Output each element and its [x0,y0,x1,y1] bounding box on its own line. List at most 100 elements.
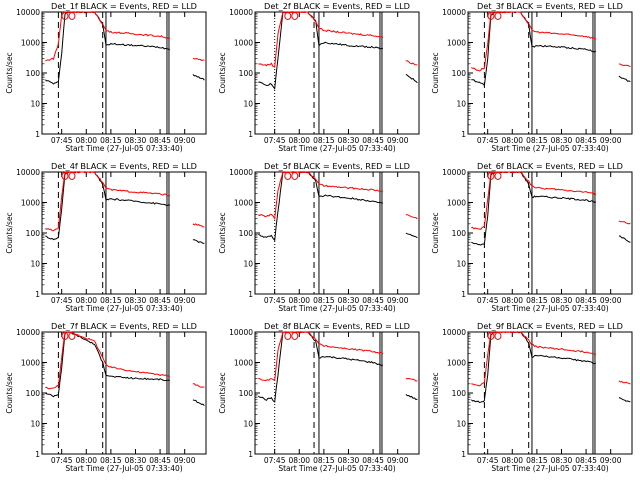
y-tick-label: 100 [26,69,41,78]
panel-title: Det_7f BLACK = Events, RED = LLD [51,321,197,331]
series-line-events [45,331,205,407]
x-axis-label: Start Time (27-Jul-05 07:33:40) [491,144,608,153]
x-tick-label: 08:30 [125,296,147,305]
series-line-events [257,331,418,403]
x-tick-label: 09:00 [600,456,622,465]
plot-frame [467,331,633,455]
chart-panel-1: Det_1f BLACK = Events, RED = LLD10000100… [5,1,207,153]
series-line-lld [258,331,418,382]
saturation-loop [291,172,299,180]
y-tick-label: 1000 [234,39,253,48]
saturation-loop [487,172,495,180]
x-tick-label: 08:15 [526,296,548,305]
x-tick-label: 09:00 [174,296,196,305]
y-tick-label: 1 [248,130,253,139]
x-tick-label: 08:30 [338,456,360,465]
x-tick-label: 08:30 [551,456,573,465]
y-tick-label: 10 [30,260,40,269]
x-tick-label: 08:15 [313,136,335,145]
saturation-loop [68,172,76,180]
series-line-events [258,171,418,242]
saturation-loop [487,332,495,340]
series-line-events [470,331,631,404]
y-axis-label: Counts/sec [5,52,14,93]
y-tick-label: 100 [26,389,41,398]
y-tick-label: 100 [26,229,41,238]
series-line-lld [45,171,205,232]
y-tick-label: 10000 [16,328,40,337]
y-tick-label: 1000 [234,199,253,208]
x-tick-label: 08:30 [551,136,573,145]
saturation-loop [61,332,69,340]
x-tick-label: 08:45 [149,136,171,145]
series-line-events [471,171,631,246]
x-tick-label: 08:00 [288,456,310,465]
x-tick-label: 07:45 [51,136,73,145]
x-tick-label: 08:45 [362,456,384,465]
chart-panel-4: Det_4f BLACK = Events, RED = LLD10000100… [5,161,207,313]
saturation-loop [494,172,502,180]
x-axis-label: Start Time (27-Jul-05 07:33:40) [278,304,395,313]
y-tick-label: 1 [248,290,253,299]
x-tick-label: 08:15 [313,296,335,305]
y-tick-label: 1000 [447,359,466,368]
saturation-loop [61,12,69,20]
x-tick-label: 09:00 [600,296,622,305]
series-line-events [258,11,418,91]
y-tick-label: 100 [452,229,467,238]
panel-title: Det_2f BLACK = Events, RED = LLD [264,1,410,11]
chart-panel-3: Det_3f BLACK = Events, RED = LLD10000100… [431,1,633,153]
y-axis-label: Counts/sec [431,212,440,253]
chart-panel-7: Det_7f BLACK = Events, RED = LLD10000100… [5,321,207,473]
x-axis-label: Start Time (27-Jul-05 07:33:40) [278,464,395,473]
x-tick-label: 07:45 [51,296,73,305]
x-tick-label: 08:45 [149,456,171,465]
y-tick-label: 10000 [16,168,40,177]
plot-frame [254,331,420,455]
x-tick-label: 08:15 [100,296,122,305]
series-line-lld [471,11,631,72]
panel-title: Det_8f BLACK = Events, RED = LLD [264,321,410,331]
series-line-events [471,11,631,87]
series-line-lld [257,171,418,221]
x-tick-label: 08:00 [75,456,97,465]
y-tick-label: 10000 [229,328,253,337]
saturation-loop [61,172,69,180]
x-tick-label: 08:00 [501,456,523,465]
x-tick-label: 08:45 [575,136,597,145]
y-tick-label: 100 [239,69,254,78]
y-tick-label: 1 [35,450,40,459]
x-axis-label: Start Time (27-Jul-05 07:33:40) [65,304,182,313]
plot-frame [254,171,420,295]
y-axis-label: Counts/sec [431,372,440,413]
y-tick-label: 10 [456,420,466,429]
saturation-loop [68,12,76,20]
chart-panel-2: Det_2f BLACK = Events, RED = LLD10000100… [218,1,420,153]
x-tick-label: 08:45 [362,296,384,305]
y-tick-label: 100 [239,229,254,238]
x-axis-label: Start Time (27-Jul-05 07:33:40) [491,464,608,473]
x-tick-label: 07:45 [264,296,286,305]
x-tick-label: 08:00 [288,136,310,145]
y-tick-label: 10000 [16,8,40,17]
panel-title: Det_4f BLACK = Events, RED = LLD [51,161,197,171]
y-tick-label: 10 [243,260,253,269]
x-tick-label: 08:00 [501,136,523,145]
x-tick-label: 07:45 [264,456,286,465]
x-tick-label: 08:00 [75,136,97,145]
x-tick-label: 08:45 [575,296,597,305]
y-tick-label: 10 [243,420,253,429]
x-tick-label: 08:00 [75,296,97,305]
x-tick-label: 08:30 [551,296,573,305]
series-line-events [44,11,205,85]
x-tick-label: 08:15 [526,456,548,465]
y-axis-label: Counts/sec [431,52,440,93]
panel-title: Det_6f BLACK = Events, RED = LLD [477,161,623,171]
saturation-loop [494,332,502,340]
series-line-lld [471,171,631,230]
y-tick-label: 100 [452,69,467,78]
x-tick-label: 07:45 [264,136,286,145]
y-tick-label: 10 [30,420,40,429]
y-tick-label: 1000 [234,359,253,368]
x-tick-label: 08:45 [575,456,597,465]
